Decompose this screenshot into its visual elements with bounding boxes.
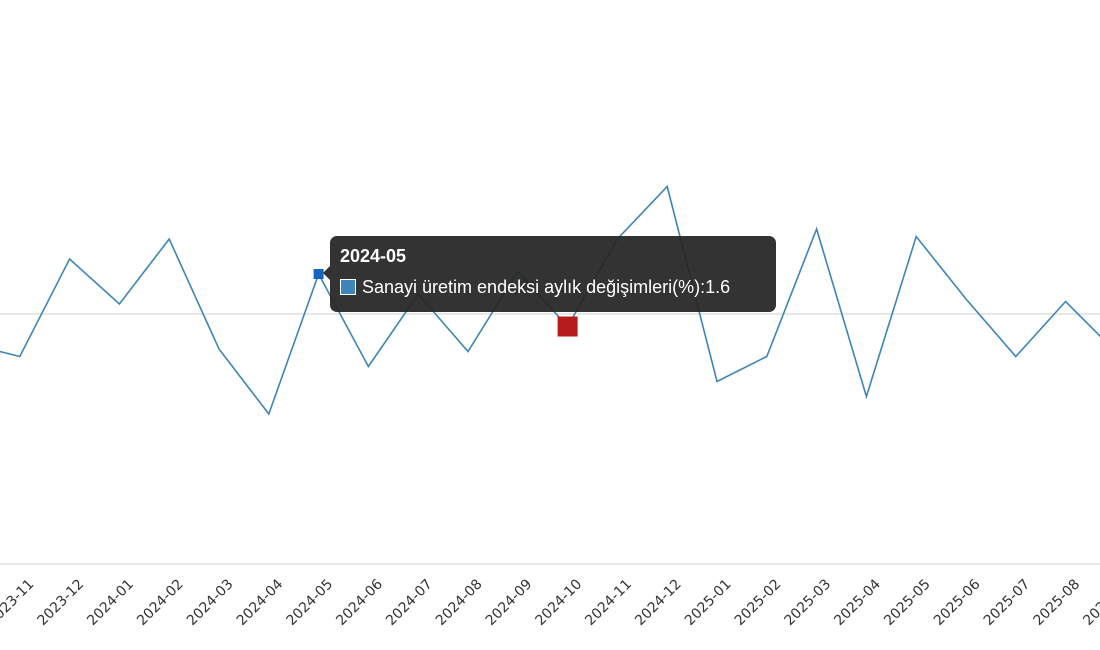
x-tick-label: 2025-06 <box>931 576 984 629</box>
x-tick-label: 2024-11 <box>582 576 635 629</box>
tooltip-separator: : <box>700 277 706 297</box>
x-tick-label: 2024-06 <box>333 576 386 629</box>
x-tick-label: 2024-07 <box>383 576 436 629</box>
x-tick-label: 2024-04 <box>234 576 287 629</box>
x-tick-label: 2025-05 <box>881 576 934 629</box>
grid-layer <box>0 313 1100 565</box>
hovered-point-marker[interactable] <box>313 269 324 279</box>
x-tick-label: 2025-04 <box>831 576 884 629</box>
highlight-point-marker[interactable] <box>557 316 578 337</box>
x-tick-label: 2025-08 <box>1031 576 1084 629</box>
x-tick-label: 2024-08 <box>433 576 486 629</box>
x-tick-label: 2025-03 <box>782 576 835 629</box>
x-tick-label: 2024-01 <box>84 576 137 629</box>
x-tick-label: 2023-12 <box>35 576 88 629</box>
x-axis-ticks: 2023-102023-112023-122024-012024-022024-… <box>0 576 1100 629</box>
x-tick-label: 2023-11 <box>0 576 37 629</box>
x-tick-label: 2025-09 <box>1080 576 1100 629</box>
x-tick-label: 2025-07 <box>981 576 1034 629</box>
tooltip-row: Sanayi üretim endeksi aylık değişimleri(… <box>340 277 766 297</box>
x-tick-label: 2024-09 <box>483 576 536 629</box>
x-tick-label: 2025-02 <box>732 576 785 629</box>
x-tick-label: 2025-01 <box>682 576 735 629</box>
tooltip: 2024-05 Sanayi üretim endeksi aylık deği… <box>323 236 776 312</box>
x-tick-label: 2024-10 <box>533 576 586 629</box>
tooltip-series-label: Sanayi üretim endeksi aylık değişimleri(… <box>362 277 701 297</box>
x-tick-label: 2024-03 <box>184 576 237 629</box>
x-tick-label: 2024-05 <box>284 576 337 629</box>
tooltip-series-swatch <box>340 279 356 295</box>
x-tick-label: 2024-12 <box>632 576 685 629</box>
tooltip-value: 1.6 <box>705 277 731 297</box>
x-tick-label: 2024-02 <box>134 576 187 629</box>
tooltip-title: 2024-05 <box>340 246 407 266</box>
